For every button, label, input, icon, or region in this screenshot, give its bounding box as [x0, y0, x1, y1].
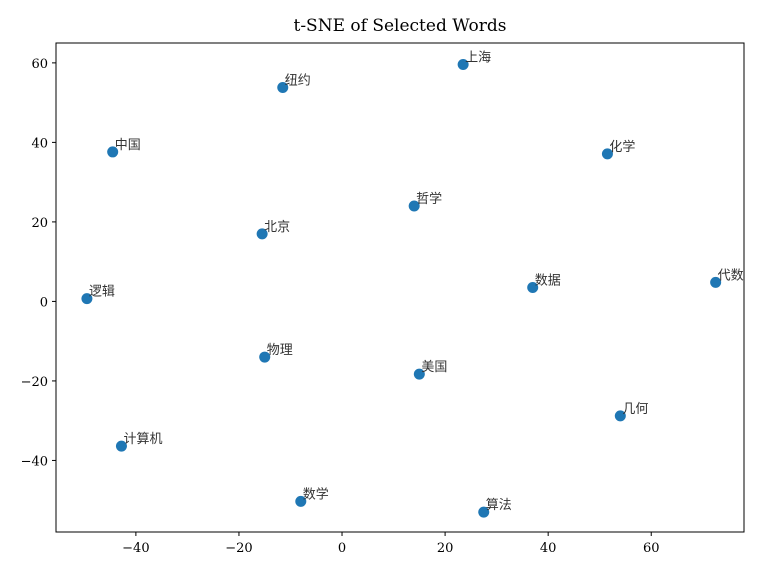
point-label: 上海 — [465, 50, 491, 65]
data-points — [81, 58, 722, 518]
point-label: 几何 — [622, 401, 648, 417]
data-point — [527, 282, 539, 293]
point-label: 物理 — [267, 343, 293, 358]
point-label: 化学 — [609, 139, 635, 155]
y-tick-label: −40 — [21, 454, 48, 469]
data-point — [601, 148, 613, 160]
data-point — [259, 351, 271, 363]
axis-ticks: −40 −20 0 20 40 60 −40 −20 0 20 40 60 — [21, 57, 660, 556]
data-point — [478, 506, 490, 518]
data-point — [614, 410, 626, 422]
plot-area-frame — [55, 42, 745, 533]
data-point — [256, 228, 268, 240]
point-label: 美国 — [421, 360, 447, 375]
point-label: 逻辑 — [89, 285, 115, 300]
point-label: 算法 — [486, 498, 512, 513]
y-tick-label: 0 — [40, 295, 48, 310]
data-point — [295, 495, 307, 507]
y-tick-label: −20 — [21, 375, 48, 390]
data-point — [115, 440, 127, 452]
data-point — [710, 276, 722, 288]
x-tick-label: −20 — [225, 541, 252, 556]
data-point — [81, 293, 93, 305]
data-point — [107, 146, 119, 158]
x-tick-label: 20 — [437, 541, 454, 556]
x-tick-label: −40 — [122, 541, 149, 556]
point-label: 纽约 — [285, 74, 311, 89]
y-tick-label: 20 — [31, 216, 48, 231]
point-label: 计算机 — [123, 432, 162, 447]
data-point — [408, 200, 420, 212]
point-label: 代数 — [718, 268, 744, 283]
data-point — [457, 58, 469, 70]
data-point — [413, 368, 425, 380]
y-tick-label: 60 — [31, 57, 48, 72]
y-tick-label: 40 — [31, 136, 48, 151]
point-label: 哲学 — [416, 191, 442, 207]
point-label: 中国 — [115, 138, 141, 153]
data-point — [277, 82, 289, 94]
x-tick-label: 60 — [643, 541, 660, 556]
chart-title: t-SNE of Selected Words — [293, 16, 506, 36]
point-label: 北京 — [264, 220, 290, 235]
x-tick-label: 0 — [338, 541, 346, 556]
x-tick-label: 40 — [540, 541, 557, 556]
point-label: 数学 — [303, 486, 329, 502]
point-label: 数据 — [535, 274, 561, 289]
